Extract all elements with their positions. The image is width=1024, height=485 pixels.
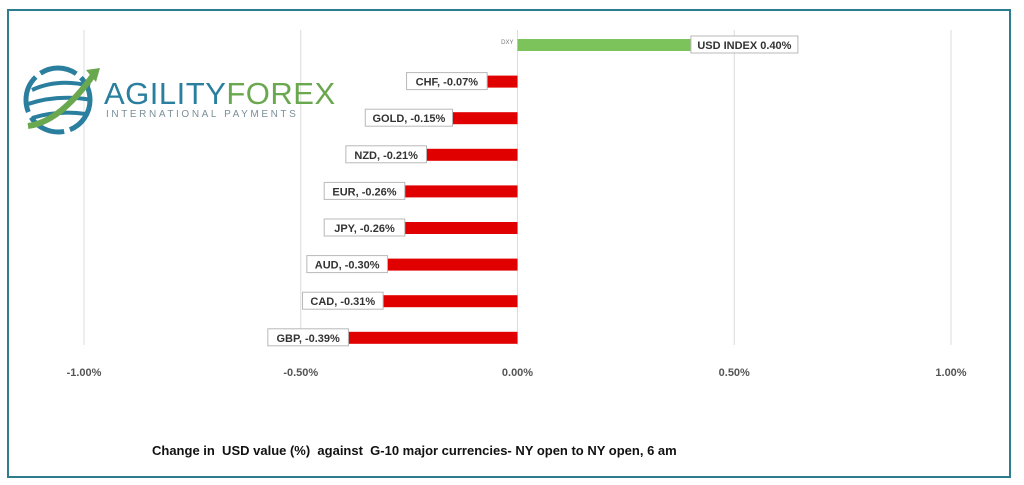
data-label: NZD, -0.21% (354, 150, 418, 162)
data-label-box (345, 145, 427, 164)
data-label: AUD, -0.30% (315, 260, 380, 272)
data-label-box (690, 35, 799, 54)
data-label: GOLD, -0.15% (373, 113, 446, 125)
bar (387, 258, 518, 271)
bar (348, 331, 518, 344)
bar (404, 185, 518, 198)
data-label: GBP, -0.39% (276, 333, 340, 345)
bar (487, 75, 518, 88)
bar (452, 112, 518, 125)
data-label-box (306, 255, 388, 274)
x-tick-label: 0.00% (502, 367, 533, 379)
bar (404, 222, 518, 234)
data-label-box (406, 72, 488, 91)
company-logo: AGILITYFOREX INTERNATIONAL PAYMENTS (20, 60, 335, 140)
bar (517, 39, 691, 51)
data-label-box (267, 328, 349, 347)
logo-tagline: INTERNATIONAL PAYMENTS (106, 109, 299, 120)
data-label: EUR, -0.26% (332, 186, 396, 198)
globe-icon (23, 65, 100, 135)
x-tick-label: 0.50% (719, 367, 750, 379)
data-label-box (302, 291, 384, 310)
logo-wordmark: AGILITYFOREX (104, 76, 336, 111)
x-tick-label: 1.00% (935, 367, 966, 379)
bar (426, 148, 518, 161)
x-tick-label: -0.50% (283, 367, 318, 379)
data-label-box (323, 181, 406, 200)
data-label: CAD, -0.31% (310, 296, 375, 308)
data-label: CHF, -0.07% (416, 77, 479, 89)
data-label-box (364, 108, 453, 127)
chart-caption: Change in USD value (%) against G-10 maj… (152, 443, 677, 458)
bar (383, 295, 518, 308)
category-label: DXY (501, 40, 513, 46)
data-label-box (323, 218, 406, 237)
x-tick-label: -1.00% (67, 367, 102, 379)
data-label: JPY, -0.26% (334, 223, 395, 235)
data-label: USD INDEX 0.40% (697, 40, 791, 52)
